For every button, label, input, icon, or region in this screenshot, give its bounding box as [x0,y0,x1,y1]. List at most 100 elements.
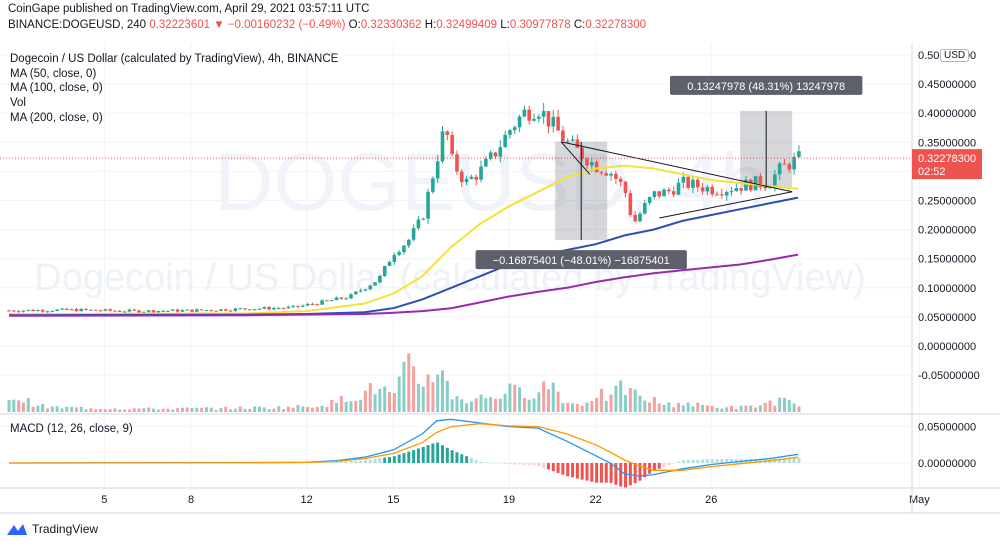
candle-body [127,309,132,312]
legend-vol[interactable]: Vol [10,97,26,109]
legend-ma100[interactable]: MA (100, close, 0) [10,82,103,94]
volume-bar [768,400,772,412]
ohlc-line: BINANCE:DOGEUSD, 240 0.32223601 ▼ −0.001… [8,19,646,31]
volume-bar [426,374,430,412]
candle-body [411,228,416,240]
macd-histogram-bar [378,458,382,463]
candle-body [604,173,609,176]
candle-body [223,309,228,311]
candle-body [79,308,84,312]
low-label: L: [500,19,510,31]
open-value: 0.32330362 [360,19,422,31]
legend-ma50[interactable]: MA (50, close, 0) [10,68,97,80]
macd-histogram-bar [479,461,483,463]
candles[interactable] [7,103,801,314]
candle-body [474,176,479,180]
volume-bar [296,404,300,412]
volume-bar [595,397,599,412]
volume-bar [224,406,228,412]
volume-bar [113,408,117,412]
price-tick-label: 0.20000000 [918,225,976,237]
candle-body [662,189,666,197]
triangle-drawing[interactable] [560,141,793,219]
volume-bar [542,381,546,412]
time-tick-label: 22 [590,494,602,506]
candle-body [397,252,401,256]
price-tick-label: 0.00000000 [918,341,976,353]
candle-body [248,309,252,311]
volume-bar [638,395,642,412]
volume-bar [41,403,45,412]
candle-body [676,182,681,195]
candle-body [21,310,26,312]
footer-brand: TradingView [32,522,99,536]
candle-body [729,191,734,193]
volume-bar [152,408,155,412]
candle-body [459,171,464,183]
volume-bar [262,407,266,412]
candle-body [175,309,180,312]
price-tick-label: 0.25000000 [918,196,976,208]
macd-histogram-bar [614,463,618,485]
candle-body [238,308,242,310]
volume-bar [161,408,165,412]
volume-bar [436,374,440,412]
candle-body [243,308,247,310]
macd-histogram-bar [373,458,377,463]
candle-body [31,309,35,312]
volume-bar [89,408,93,412]
currency-badge[interactable]: USD [940,49,970,62]
volume-bar [31,406,35,412]
macd-histogram-bar [465,456,469,463]
macd-histogram-bar [527,463,531,466]
candle-body [580,147,584,159]
macd-histogram-bar [571,463,575,478]
macd-histogram-bar [730,459,733,463]
candle-body [26,309,31,311]
macd-histogram-bar [493,463,497,464]
watermark: DOGEUSD, 4h Dogecoin / US Dollar (calcul… [34,137,865,299]
volume-bar [725,407,729,412]
macd-histogram-bar [489,462,493,464]
candle-body [185,309,190,311]
volume-bars [7,353,801,412]
macd-histogram-bar [686,460,690,463]
legend-title: Dogecoin / US Dollar (calculated by Trad… [10,53,339,65]
measure-annotations[interactable]: 0.13247978 (48.31%) 13247978 −0.16875401 … [475,75,863,270]
candle-body [614,173,618,179]
candle-body [551,116,556,127]
volume-bar [691,406,695,412]
macd-histogram-bar [474,460,478,463]
candle-body [715,194,719,196]
macd-histogram-bar [320,462,324,463]
volume-bar [55,406,59,412]
candle-body [113,310,117,312]
candle-body [657,191,662,197]
macd-histogram-bar [734,459,738,463]
macd-histogram-bar [7,463,11,464]
legend-macd[interactable]: MACD (12, 26, close, 9) [10,423,133,435]
candle-body [310,303,315,305]
candle-body [628,193,633,215]
candle-body [623,181,628,194]
chart-canvas[interactable]: DOGEUSD, 4h Dogecoin / US Dollar (calcul… [0,44,1000,520]
macd-histogram-bar [778,458,782,463]
volume-bar [50,406,54,412]
legend-ma200[interactable]: MA (200, close, 0) [10,112,103,124]
volume-bar [233,408,237,412]
candle-body [585,158,589,166]
volume-bar [604,400,608,412]
volume-bar [320,405,324,412]
macd-histogram-bar [421,446,425,463]
candle-body [638,213,642,222]
volume-bar [677,402,681,412]
macd-histogram-bar [335,461,339,463]
candle-body [671,191,676,195]
candle-body [368,285,373,290]
price-tick-label: 0.45000000 [918,79,976,91]
volume-bar [315,406,319,412]
volume-bar [754,407,758,412]
macd-histogram-bar [619,463,623,487]
candle-body [122,311,127,313]
volume-bar [190,408,194,412]
